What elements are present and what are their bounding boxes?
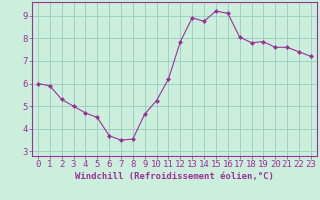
X-axis label: Windchill (Refroidissement éolien,°C): Windchill (Refroidissement éolien,°C): [75, 172, 274, 181]
